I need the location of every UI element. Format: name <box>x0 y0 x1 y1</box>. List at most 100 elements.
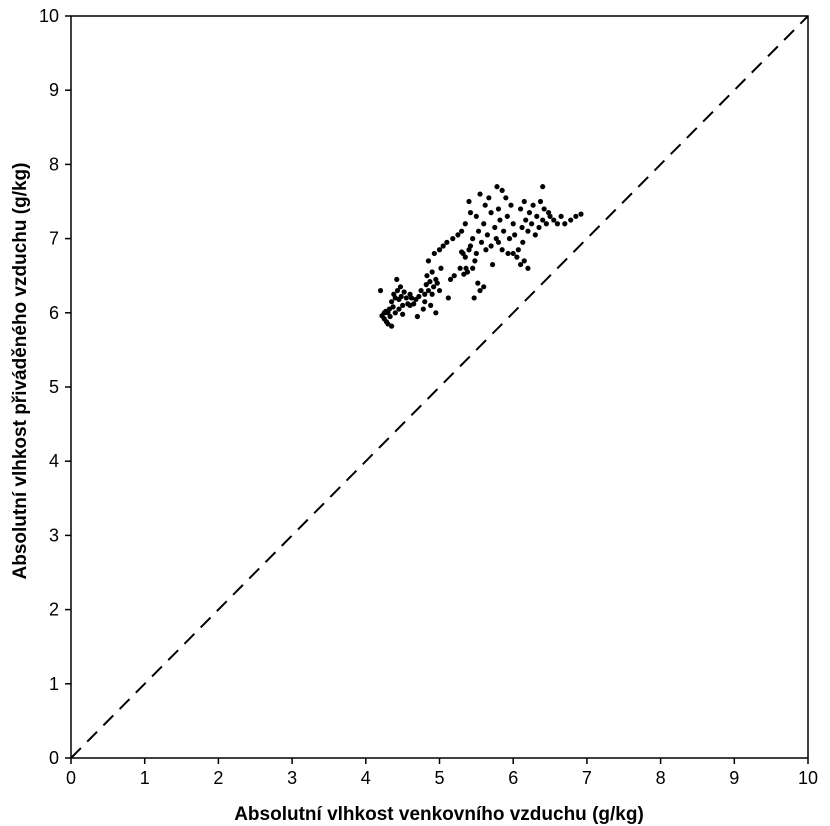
x-tick-label: 6 <box>508 768 518 788</box>
data-point <box>532 232 538 238</box>
data-point <box>436 287 443 294</box>
data-point <box>536 224 542 231</box>
data-point <box>547 213 553 219</box>
data-point <box>562 221 568 227</box>
data-point <box>551 217 557 223</box>
data-point <box>459 228 465 234</box>
data-point <box>401 289 407 295</box>
data-point <box>540 184 546 190</box>
x-tick-label: 8 <box>656 768 666 788</box>
data-point <box>471 295 477 301</box>
data-point <box>462 221 468 227</box>
data-point <box>467 243 474 249</box>
y-tick-label: 2 <box>49 600 59 620</box>
data-point <box>403 295 409 301</box>
data-point <box>525 228 531 234</box>
y-tick-label: 5 <box>49 377 59 397</box>
data-point <box>483 247 489 253</box>
data-point <box>489 261 496 268</box>
data-point <box>407 291 413 297</box>
data-point <box>455 232 461 238</box>
data-point <box>470 265 476 271</box>
data-point <box>398 293 404 300</box>
data-point <box>414 313 420 320</box>
axis-ticks <box>65 15 809 764</box>
data-point <box>467 210 474 216</box>
identity-reference-line <box>70 15 809 759</box>
data-point <box>416 293 422 300</box>
data-point <box>477 287 483 294</box>
data-point <box>499 247 505 253</box>
data-point <box>495 239 502 245</box>
x-tick-label: 1 <box>140 768 150 788</box>
data-point <box>423 282 429 288</box>
data-point <box>558 213 564 219</box>
data-point <box>492 224 498 231</box>
data-point <box>521 258 527 264</box>
data-point <box>517 206 524 212</box>
data-point <box>420 306 426 312</box>
y-tick-label: 1 <box>49 674 59 694</box>
data-point <box>394 287 401 294</box>
data-point <box>425 287 432 294</box>
data-point <box>438 265 444 271</box>
data-point <box>400 302 406 308</box>
data-points <box>377 184 584 329</box>
data-point <box>477 191 483 197</box>
data-point <box>497 217 503 223</box>
x-tick-label: 10 <box>798 768 818 788</box>
data-point <box>521 198 527 205</box>
x-tick-label: 3 <box>287 768 297 788</box>
data-point <box>396 306 402 312</box>
data-point <box>473 250 479 257</box>
x-tick-label: 7 <box>582 768 592 788</box>
data-point <box>388 299 395 305</box>
data-point <box>428 302 434 308</box>
data-point <box>515 247 521 253</box>
data-point <box>526 210 533 216</box>
y-tick-label: 3 <box>49 525 59 545</box>
data-point <box>444 239 450 245</box>
data-point <box>481 284 487 290</box>
data-point <box>425 258 432 264</box>
data-point <box>392 310 398 316</box>
data-point <box>470 236 476 242</box>
data-point <box>462 254 468 260</box>
data-point <box>475 280 481 286</box>
data-point <box>381 310 387 316</box>
data-point <box>388 323 395 329</box>
data-point <box>525 265 531 271</box>
x-tick-label: 5 <box>434 768 444 788</box>
data-point <box>486 195 492 201</box>
y-tick-label: 6 <box>49 303 59 323</box>
data-point <box>387 313 393 320</box>
data-point <box>461 271 467 277</box>
data-point <box>517 261 524 268</box>
data-point <box>424 273 430 279</box>
data-point <box>445 295 451 301</box>
data-point <box>481 221 487 227</box>
data-point <box>377 287 384 294</box>
y-tick-labels: 0 1 2 3 4 5 6 7 8 9 10 <box>39 6 59 768</box>
data-point <box>400 311 406 317</box>
x-tick-label: 2 <box>213 768 223 788</box>
data-point <box>519 224 525 231</box>
data-point <box>473 213 479 219</box>
data-point <box>422 299 428 305</box>
data-point <box>494 184 500 190</box>
data-point <box>499 187 505 193</box>
data-point <box>484 232 491 238</box>
data-point <box>429 291 435 297</box>
data-point <box>541 206 547 212</box>
data-point <box>534 213 540 219</box>
data-point <box>523 217 529 223</box>
x-tick-label: 0 <box>66 768 76 788</box>
data-point <box>440 243 446 249</box>
data-point <box>512 232 518 238</box>
x-tick-labels: 0 1 2 3 4 5 6 7 8 9 10 <box>66 768 818 788</box>
data-point <box>447 276 454 283</box>
data-point <box>397 284 404 290</box>
data-point <box>543 221 549 227</box>
data-point <box>482 202 488 208</box>
